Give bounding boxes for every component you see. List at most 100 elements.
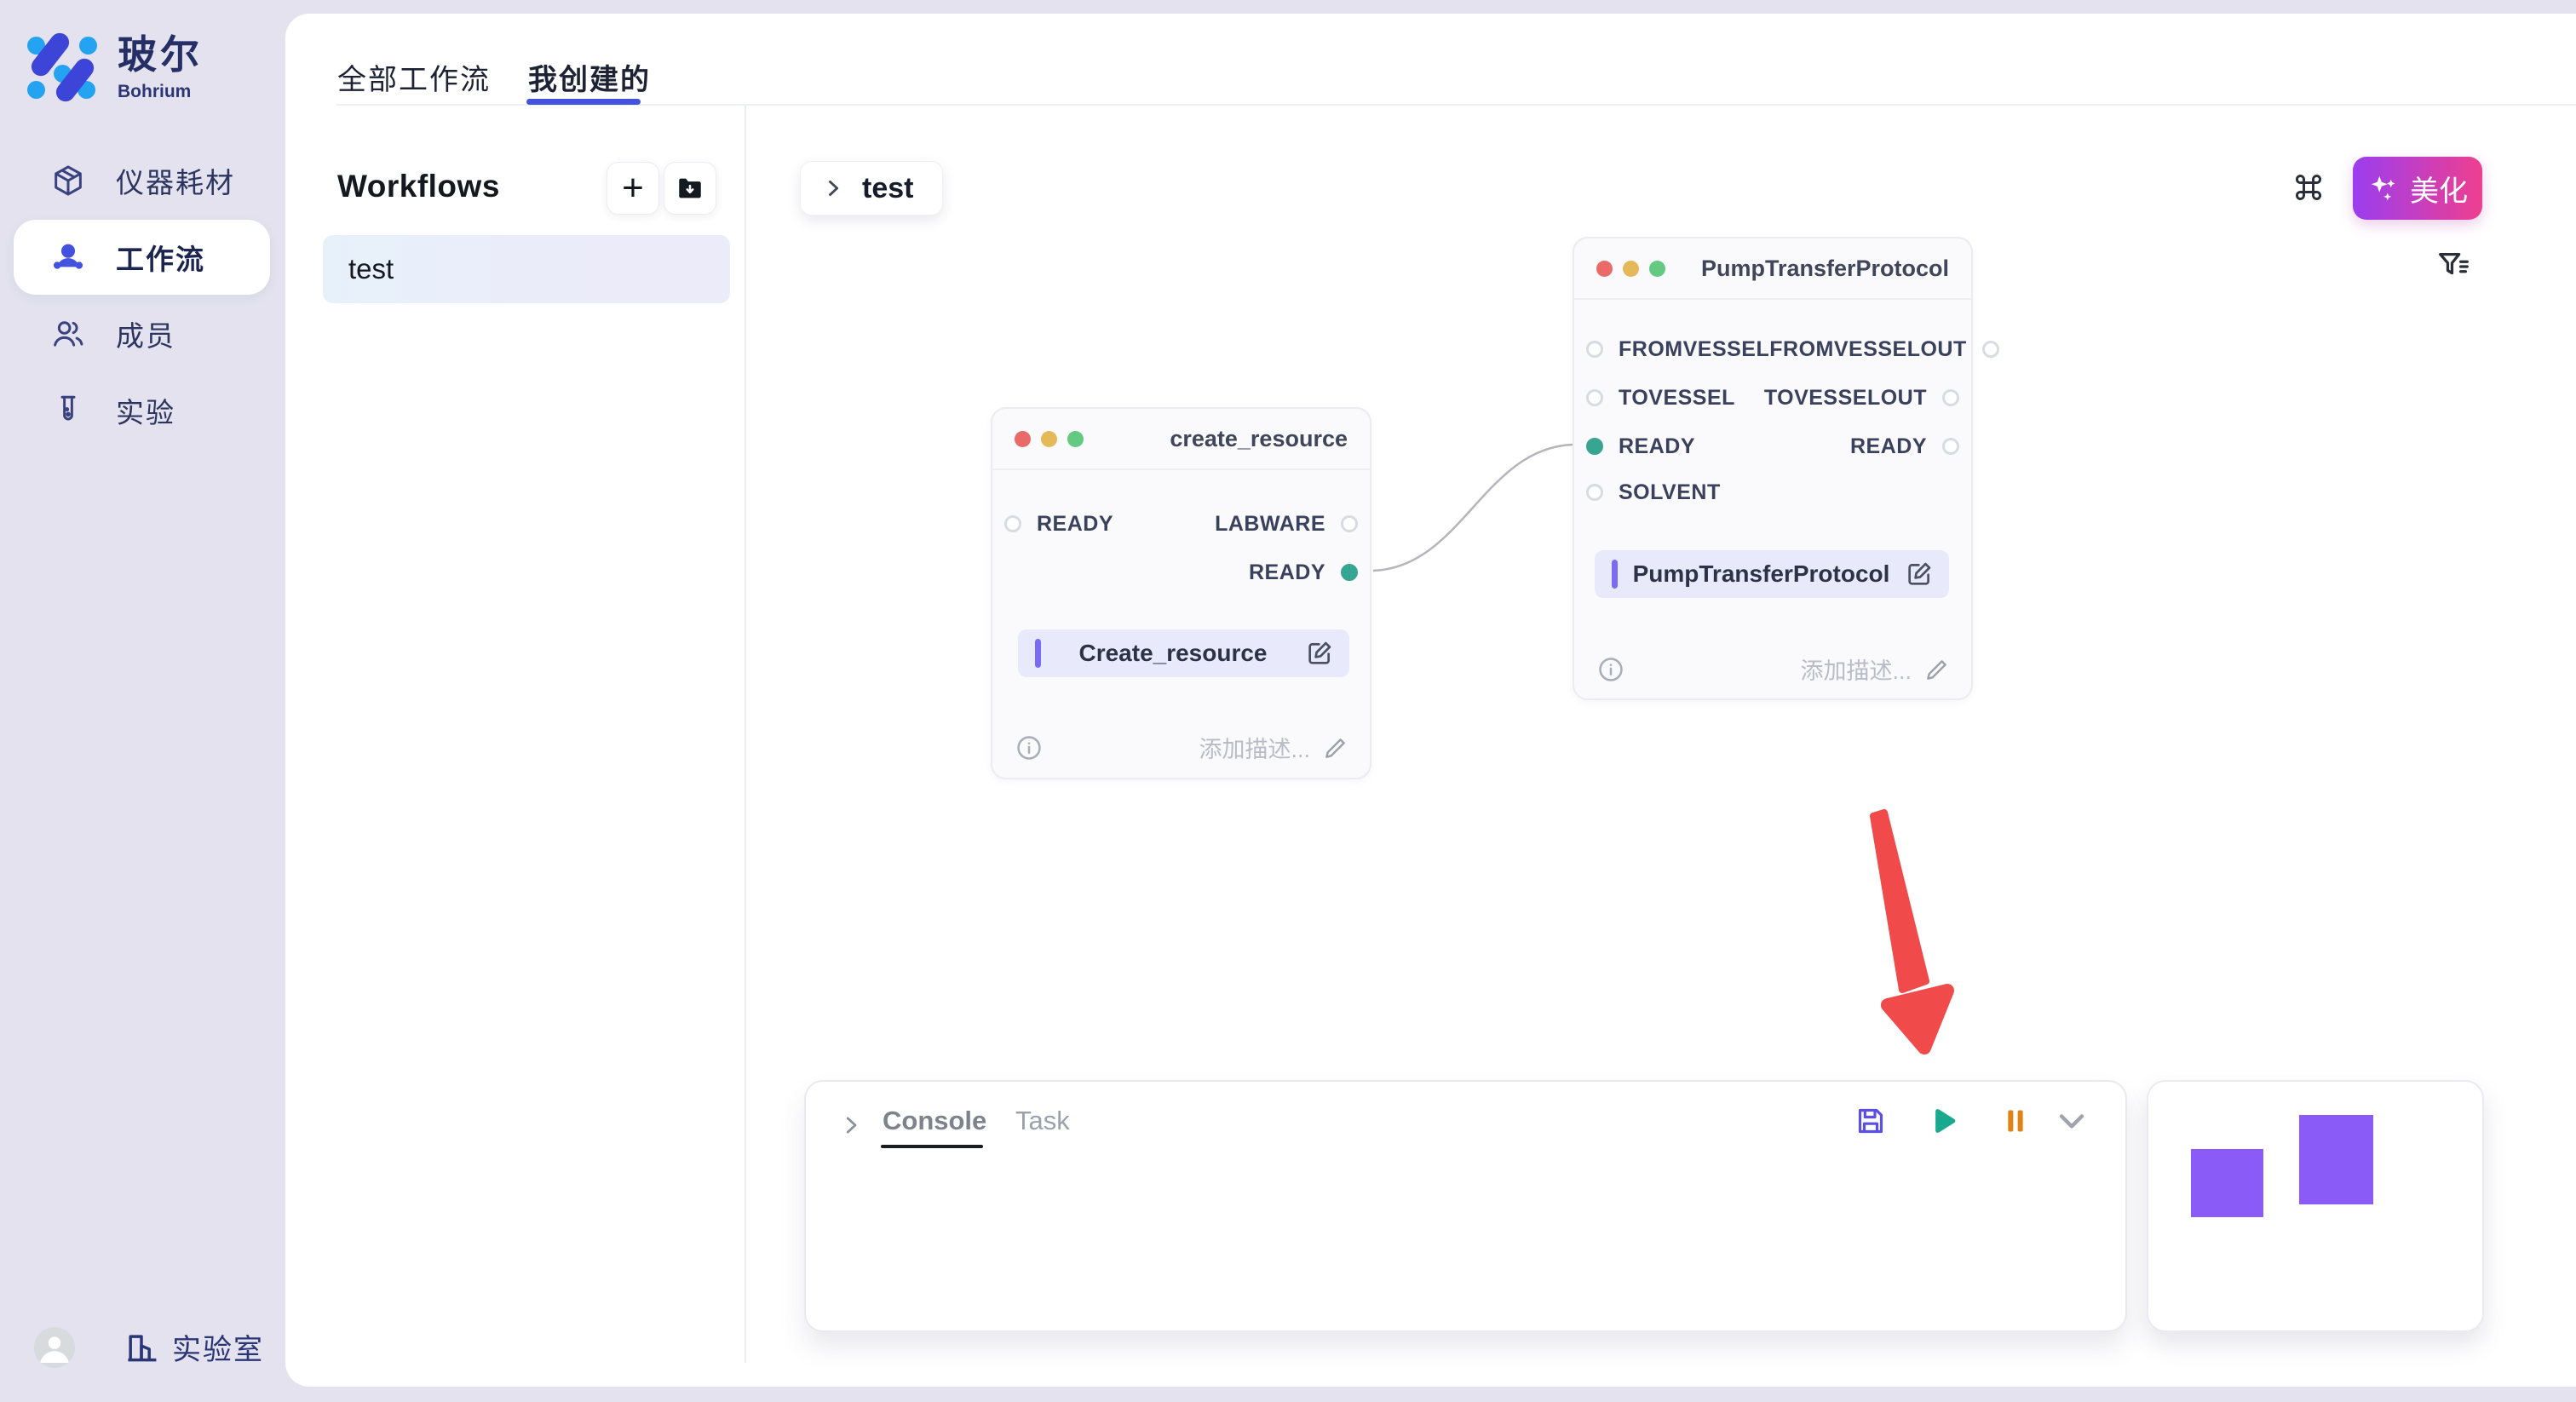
brand-name-en: Bohrium (118, 82, 192, 101)
port-dot-icon[interactable] (1586, 438, 1603, 455)
port-dot-icon[interactable] (1586, 341, 1603, 358)
console-expand-chevron[interactable] (838, 1112, 864, 1138)
add-workflow-button[interactable]: + (607, 162, 659, 215)
tab-my-created[interactable]: 我创建的 (528, 64, 651, 96)
import-workflow-button[interactable] (664, 162, 716, 215)
beautify-button[interactable]: 美化 (2353, 157, 2482, 220)
collapse-chevron-down-icon[interactable] (2053, 1102, 2090, 1140)
port-input-ready[interactable]: READY (1004, 512, 1113, 537)
pill-label: Create_resource (1078, 640, 1268, 666)
flow-node-pump-transfer-protocol[interactable]: PumpTransferProtocol FROMVESSEL FROMVESS… (1573, 237, 1999, 700)
sidebar-item-label: 实验 (116, 397, 175, 428)
description-placeholder[interactable]: 添加描述... (1800, 658, 1912, 684)
console-tab-console[interactable]: Console (883, 1106, 987, 1135)
sidebar-item-label: 成员 (116, 320, 175, 352)
node-info-row: 添加描述... (1596, 652, 1951, 686)
dot-yellow-icon[interactable] (1623, 260, 1639, 277)
members-icon (49, 315, 87, 353)
port-input-solvent[interactable]: SOLVENT (1586, 480, 1721, 505)
port-output-fromvesselout[interactable]: FROMVESSELOUT (1769, 337, 1999, 362)
console-panel: Console Task (804, 1080, 2127, 1332)
port-label: TOVESSEL (1619, 385, 1735, 410)
pencil-icon[interactable] (1923, 656, 1951, 683)
minimap-node (2299, 1115, 2373, 1204)
port-input-tovessel[interactable]: TOVESSEL (1586, 386, 1735, 411)
workflow-item-name: test (348, 253, 394, 284)
building-icon (123, 1329, 160, 1366)
port-output-tovesselout[interactable]: TOVESSELOUT (1764, 386, 1959, 411)
port-input-fromvessel[interactable]: FROMVESSEL (1586, 337, 1769, 362)
edit-icon[interactable] (1305, 639, 1334, 668)
run-button[interactable] (1923, 1102, 1961, 1140)
console-tab-task[interactable]: Task (1015, 1106, 1070, 1135)
port-output-ready[interactable]: READY (1249, 560, 1358, 585)
node-action-pill[interactable]: PumpTransferProtocol (1595, 550, 1949, 598)
dot-green-icon[interactable] (1067, 430, 1084, 447)
test-tube-icon (49, 392, 87, 429)
breadcrumb[interactable]: test (800, 161, 944, 215)
port-output-labware[interactable]: LABWARE (1215, 512, 1358, 537)
console-active-underline (881, 1145, 983, 1148)
workflow-group-icon (49, 238, 87, 276)
port-label: READY (1849, 434, 1927, 458)
edit-icon[interactable] (1905, 560, 1934, 589)
command-icon (2290, 169, 2327, 206)
node-header[interactable]: create_resource (992, 409, 1370, 470)
sidebar-item-instruments[interactable]: 仪器耗材 (14, 143, 270, 218)
tabbar-divider (336, 104, 2576, 106)
filter-icon (2434, 246, 2473, 285)
info-icon[interactable] (1596, 655, 1625, 684)
port-dot-icon[interactable] (1942, 389, 1959, 406)
node-action-pill[interactable]: Create_resource (1018, 629, 1349, 677)
workflow-list-item[interactable]: test (323, 235, 730, 303)
port-label: LABWARE (1215, 511, 1325, 536)
brand-name-zh: 玻尔 (118, 32, 203, 77)
port-dot-icon[interactable] (1586, 484, 1603, 501)
pencil-icon[interactable] (1322, 734, 1349, 761)
node-header[interactable]: PumpTransferProtocol (1574, 238, 1971, 300)
minimap[interactable] (2147, 1080, 2484, 1332)
user-avatar[interactable] (34, 1326, 75, 1368)
save-button[interactable] (1852, 1102, 1889, 1140)
package-icon (49, 162, 87, 199)
dot-yellow-icon[interactable] (1041, 430, 1057, 447)
sidebar-item-label: 工作流 (116, 244, 205, 275)
sparkles-icon (2367, 172, 2400, 204)
minimap-node (2191, 1149, 2263, 1217)
port-dot-icon[interactable] (1341, 564, 1358, 581)
lab-switcher[interactable]: 实验室 (123, 1326, 264, 1368)
breadcrumb-label: test (862, 171, 914, 204)
sidebar-item-experiments[interactable]: 实验 (14, 373, 270, 448)
active-tab-underline (526, 99, 641, 105)
port-input-ready[interactable]: READY (1586, 434, 1695, 459)
node-info-row: 添加描述... (1015, 731, 1349, 764)
port-label: SOLVENT (1619, 480, 1721, 504)
sidebar-footer: 实验室 (34, 1326, 264, 1368)
dot-red-icon[interactable] (1015, 430, 1031, 447)
command-palette-button[interactable] (2286, 165, 2331, 210)
port-label: READY (1248, 560, 1325, 584)
port-dot-icon[interactable] (1981, 341, 1999, 358)
pause-button[interactable] (1997, 1102, 2034, 1140)
dot-red-icon[interactable] (1596, 260, 1613, 277)
port-dot-icon[interactable] (1004, 515, 1021, 532)
tab-all-workflows[interactable]: 全部工作流 (337, 64, 491, 96)
port-dot-icon[interactable] (1586, 389, 1603, 406)
pill-accent-bar (1035, 639, 1041, 668)
description-placeholder[interactable]: 添加描述... (1199, 737, 1310, 762)
filter-button[interactable] (2433, 245, 2474, 286)
panel-divider (745, 106, 746, 1363)
port-output-ready[interactable]: READY (1850, 434, 1959, 459)
port-dot-icon[interactable] (1942, 438, 1959, 455)
dot-green-icon[interactable] (1649, 260, 1665, 277)
port-dot-icon[interactable] (1341, 515, 1358, 532)
sidebar-item-workflow[interactable]: 工作流 (14, 220, 270, 295)
info-icon[interactable] (1015, 733, 1044, 762)
port-label: READY (1619, 434, 1696, 458)
brand-logo[interactable]: 玻尔 Bohrium (26, 24, 203, 106)
port-label: TOVESSELOUT (1763, 385, 1927, 410)
flow-node-create-resource[interactable]: create_resource READY LABWARE READY Crea… (991, 407, 1371, 779)
node-title: create_resource (1170, 425, 1348, 451)
sidebar-item-members[interactable]: 成员 (14, 296, 270, 371)
